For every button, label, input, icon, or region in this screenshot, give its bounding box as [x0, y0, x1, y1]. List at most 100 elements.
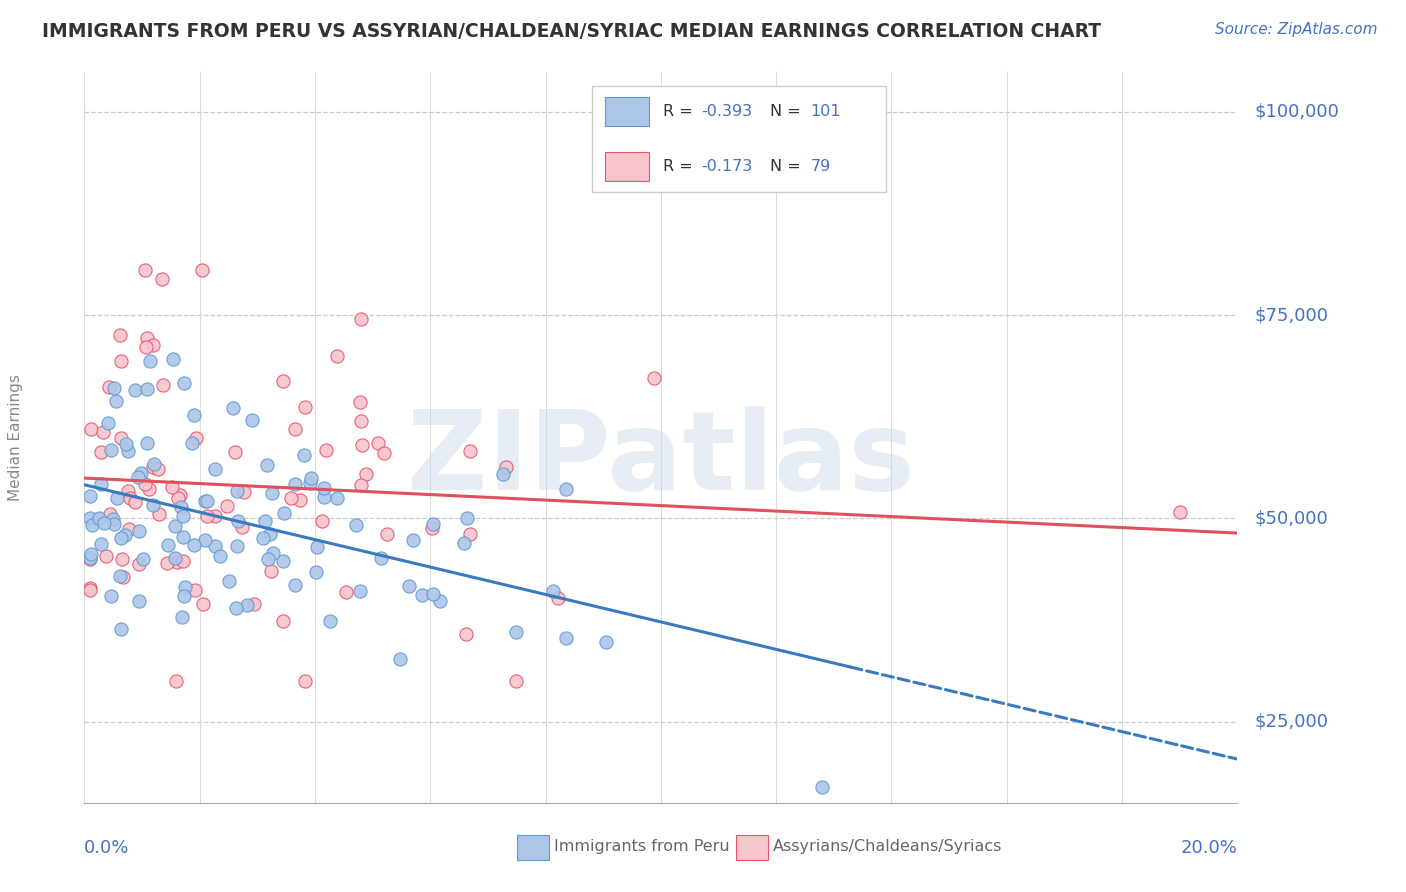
Point	[136, 382, 159, 396]
Point	[181, 435, 204, 450]
Point	[108, 327, 131, 342]
Point	[273, 506, 295, 520]
Point	[311, 514, 333, 528]
Point	[226, 483, 249, 498]
Point	[191, 263, 214, 277]
Point	[225, 601, 247, 615]
Text: ZIPatlas: ZIPatlas	[406, 406, 915, 513]
Point	[138, 483, 160, 497]
Point	[148, 507, 170, 521]
Point	[167, 491, 190, 506]
Point	[79, 552, 101, 566]
Point	[117, 484, 139, 499]
Point	[87, 511, 110, 525]
Point	[143, 457, 166, 471]
Point	[170, 500, 193, 514]
Point	[595, 635, 617, 649]
Point	[555, 632, 578, 646]
Point	[98, 380, 121, 394]
Point	[90, 537, 112, 551]
Point	[284, 476, 307, 491]
Point	[411, 588, 433, 602]
Point	[349, 477, 371, 491]
Point	[142, 459, 165, 474]
Point	[79, 550, 101, 565]
Point	[346, 517, 368, 532]
Point	[422, 517, 444, 532]
Point	[146, 462, 169, 476]
Point	[79, 581, 101, 595]
Point	[183, 408, 205, 422]
Point	[288, 492, 311, 507]
Point	[195, 509, 218, 524]
Text: -0.173: -0.173	[702, 159, 752, 174]
Point	[80, 518, 103, 533]
Point	[458, 527, 481, 541]
Point	[156, 556, 179, 570]
Point	[233, 485, 256, 500]
Point	[165, 673, 187, 688]
Point	[280, 491, 302, 505]
Point	[350, 311, 373, 326]
Point	[101, 512, 124, 526]
Text: -0.393: -0.393	[702, 104, 752, 119]
Point	[129, 467, 152, 481]
Point	[134, 262, 156, 277]
Point	[110, 623, 132, 637]
Text: R =: R =	[664, 159, 697, 174]
Point	[142, 338, 165, 352]
Point	[326, 349, 349, 363]
Point	[231, 520, 253, 534]
Point	[294, 673, 316, 688]
Text: Source: ZipAtlas.com: Source: ZipAtlas.com	[1215, 22, 1378, 37]
Point	[152, 378, 174, 392]
Point	[96, 549, 118, 563]
Point	[104, 394, 127, 409]
Point	[204, 508, 226, 523]
Point	[256, 458, 278, 472]
Point	[453, 535, 475, 549]
Point	[284, 578, 307, 592]
Point	[259, 527, 281, 541]
Point	[1168, 505, 1191, 519]
Point	[367, 436, 389, 450]
Point	[173, 589, 195, 603]
Point	[402, 533, 425, 547]
Point	[350, 414, 373, 428]
Point	[105, 491, 128, 505]
Point	[112, 570, 135, 584]
Point	[184, 582, 207, 597]
Point	[79, 489, 101, 503]
Point	[398, 579, 420, 593]
Point	[79, 511, 101, 525]
Point	[170, 609, 193, 624]
Point	[204, 539, 226, 553]
Point	[97, 417, 120, 431]
Text: Assyrians/Chaldeans/Syriacs: Assyrians/Chaldeans/Syriacs	[773, 839, 1002, 855]
Text: $100,000: $100,000	[1254, 103, 1340, 121]
FancyBboxPatch shape	[735, 835, 768, 860]
Point	[103, 516, 125, 531]
Point	[458, 444, 481, 458]
Point	[195, 494, 218, 508]
Point	[165, 519, 187, 533]
Point	[335, 585, 357, 599]
Point	[354, 467, 377, 481]
Point	[260, 565, 283, 579]
FancyBboxPatch shape	[517, 835, 548, 860]
Point	[127, 470, 149, 484]
Point	[183, 538, 205, 552]
Point	[135, 340, 157, 354]
Point	[110, 354, 132, 368]
FancyBboxPatch shape	[606, 96, 650, 127]
Point	[349, 583, 371, 598]
Text: IMMIGRANTS FROM PERU VS ASSYRIAN/CHALDEAN/SYRIAC MEDIAN EARNINGS CORRELATION CHA: IMMIGRANTS FROM PERU VS ASSYRIAN/CHALDEA…	[42, 22, 1101, 41]
Point	[226, 539, 249, 553]
Point	[117, 444, 139, 458]
Point	[218, 574, 240, 588]
Point	[294, 400, 316, 414]
Point	[79, 547, 101, 561]
Point	[124, 383, 146, 397]
Point	[142, 498, 165, 512]
Text: $75,000: $75,000	[1254, 306, 1329, 324]
